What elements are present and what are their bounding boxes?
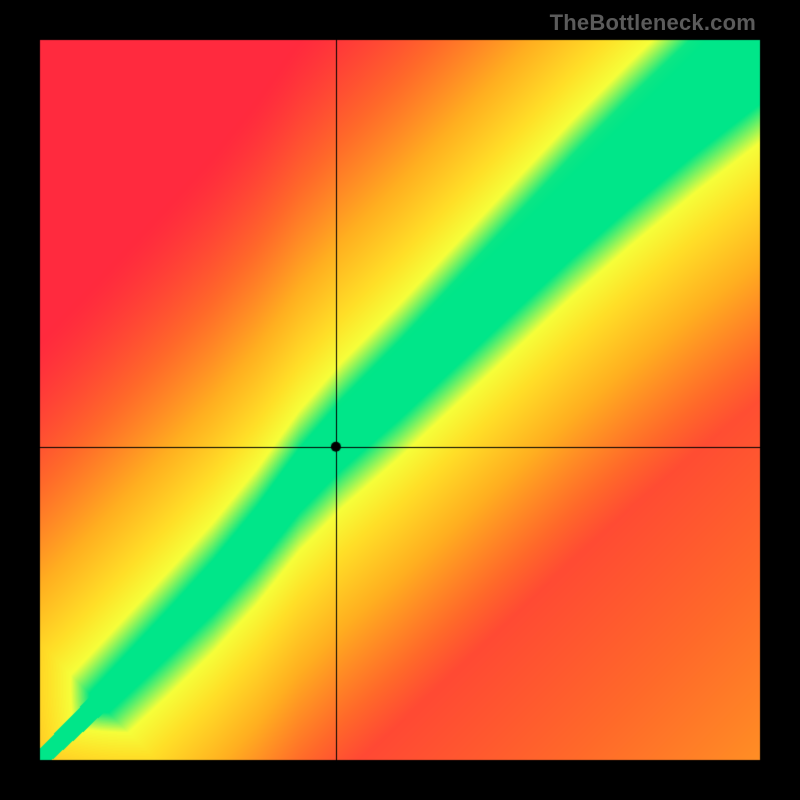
source-watermark: TheBottleneck.com [550,10,756,36]
bottleneck-heatmap [0,0,800,800]
